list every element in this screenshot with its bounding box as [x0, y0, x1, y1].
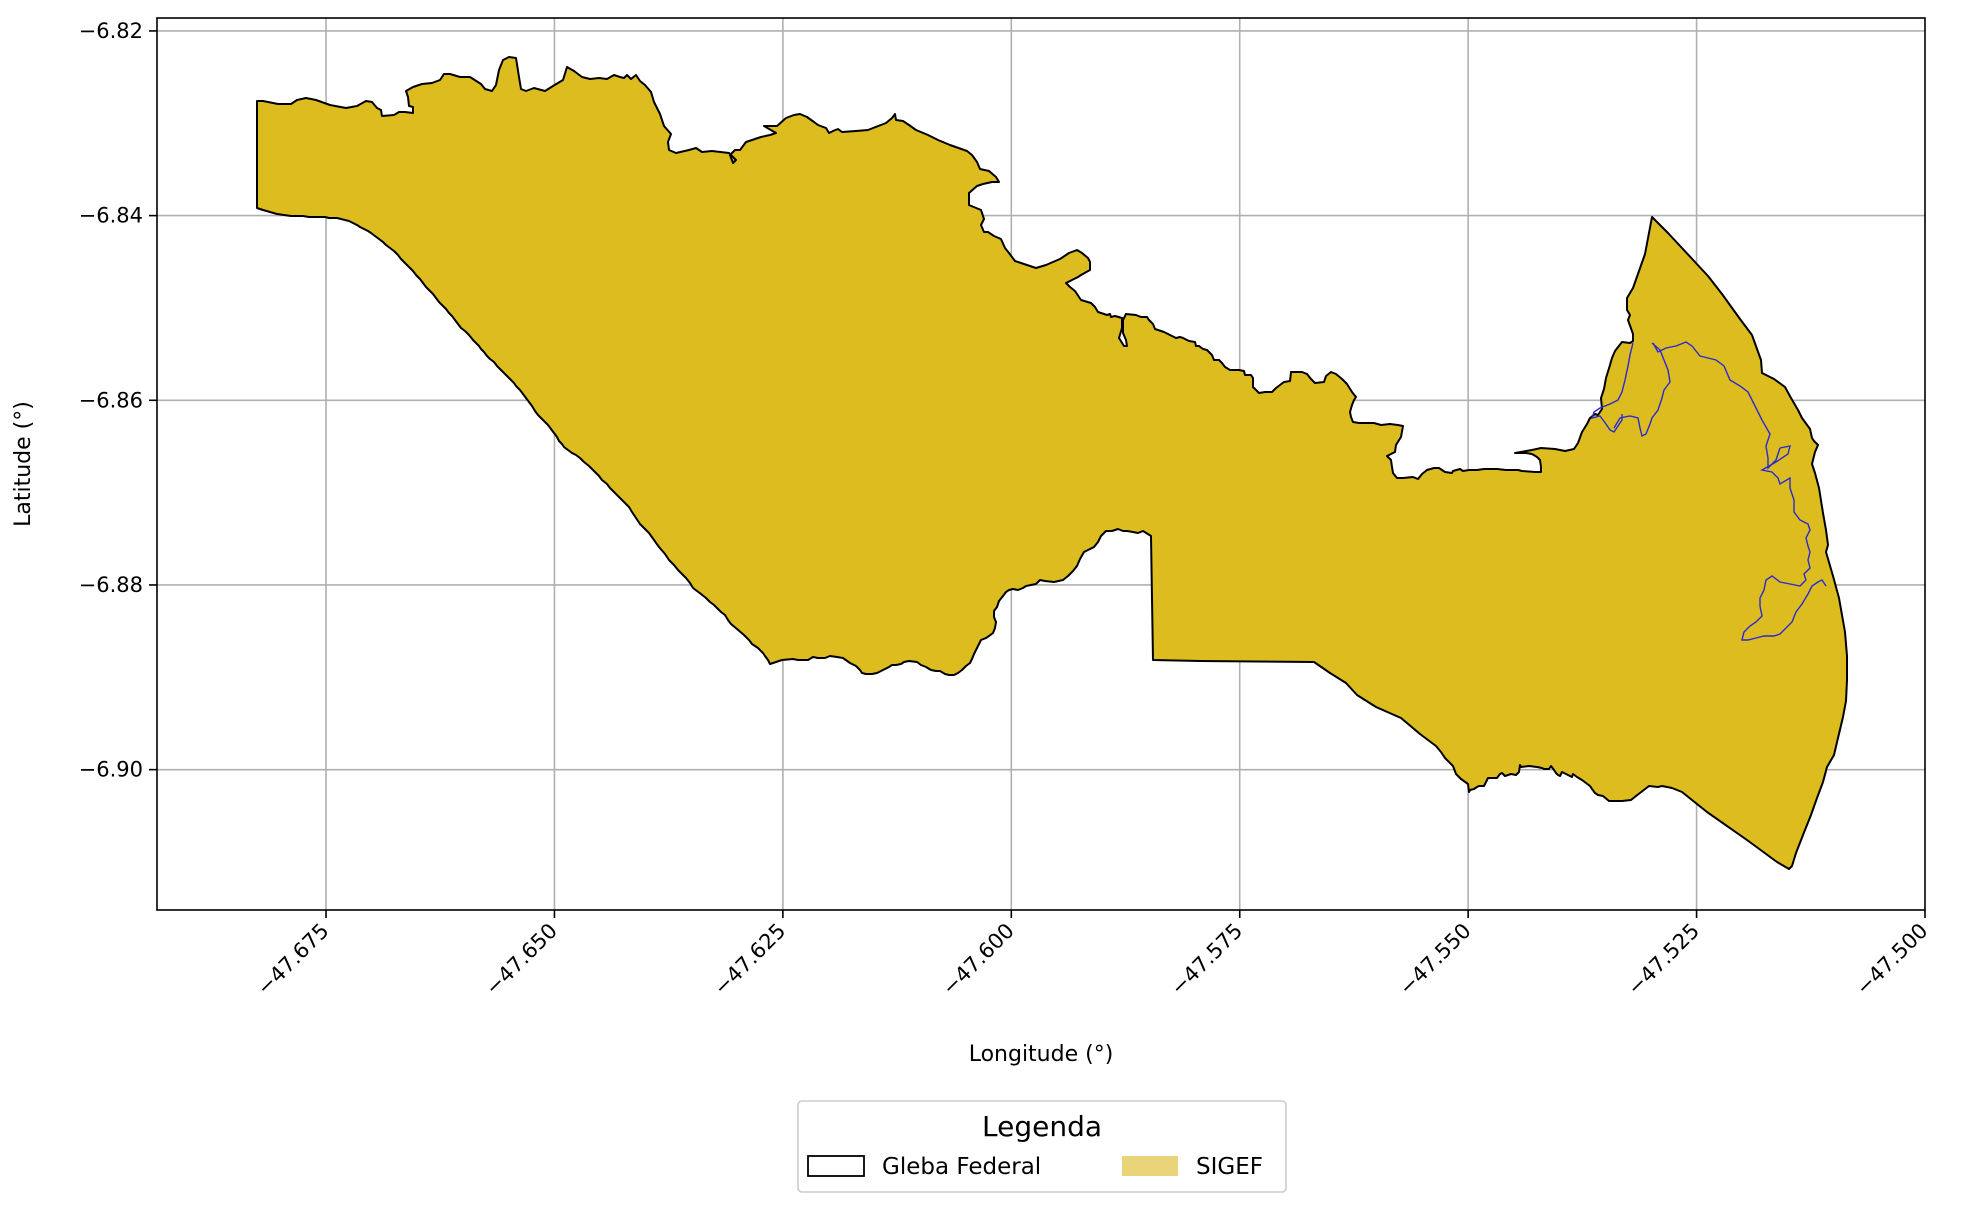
- y-tick-label: −6.90: [79, 758, 143, 782]
- y-tick-label: −6.86: [79, 388, 143, 412]
- legend-label: Gleba Federal: [882, 1154, 1041, 1180]
- legend: Legenda Gleba Federal SIGEF: [797, 1100, 1287, 1193]
- y-tick-label: −6.84: [79, 204, 143, 228]
- sigef-inner-boundary: [1741, 575, 1827, 641]
- plot-frame: [156, 17, 1926, 911]
- sigef-inner-boundary: [1652, 341, 1781, 470]
- y-tick-label: −6.82: [79, 19, 143, 43]
- legend-swatch-gleba-federal: [807, 1155, 865, 1177]
- y-tick-label: −6.88: [79, 573, 143, 597]
- legend-label: SIGEF: [1196, 1154, 1263, 1180]
- sigef-inner-boundary: [1590, 342, 1634, 433]
- legend-title: Legenda: [982, 1110, 1102, 1143]
- x-axis-label: Longitude (°): [969, 1042, 1114, 1067]
- y-axis-label: Latitude (°): [11, 401, 36, 527]
- sigef-parcel-area: [256, 56, 1848, 870]
- sigef-inner-boundary: [1760, 445, 1811, 581]
- sigef-inner-boundary: [1613, 342, 1671, 438]
- legend-swatch-sigef: [1122, 1156, 1178, 1176]
